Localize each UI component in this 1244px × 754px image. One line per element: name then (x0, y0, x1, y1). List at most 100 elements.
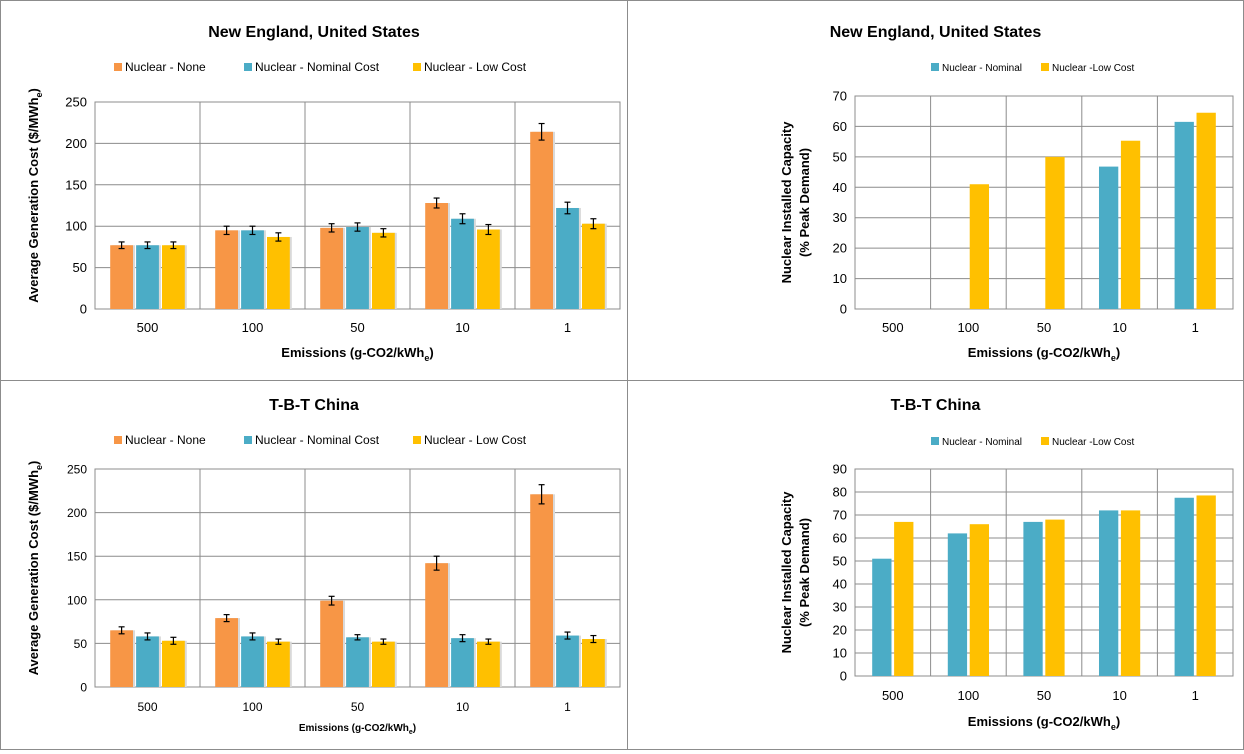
legend-swatch (244, 63, 252, 71)
x-tick-label: 50 (351, 700, 365, 714)
error-bar (538, 484, 545, 505)
y-tick-label: 100 (65, 219, 87, 234)
chart-title: T-B-T China (269, 397, 359, 414)
bar (1098, 166, 1119, 309)
y-tick-label: 0 (840, 669, 847, 684)
bar (969, 184, 990, 309)
bar (267, 236, 290, 309)
bar (162, 640, 185, 687)
plot-area (854, 468, 1234, 677)
bar (556, 635, 579, 687)
y-tick-label: 10 (833, 271, 847, 286)
error-bar (485, 223, 492, 236)
panel-ne-capacity: New England, United States Nuclear - Nomi… (627, 0, 1244, 381)
y-tick-label: 40 (833, 180, 847, 195)
legend-label: Nuclear - Nominal (942, 437, 1022, 448)
error-bar (275, 638, 282, 645)
bar (1023, 521, 1043, 676)
bar (346, 227, 369, 309)
legend-label: Nuclear - Low Cost (424, 60, 527, 74)
bar (582, 639, 605, 687)
legend-swatch (931, 437, 939, 445)
error-bar (354, 634, 361, 641)
y-axis-label: Nuclear Installed Capacity (779, 491, 794, 654)
bar (267, 641, 290, 687)
error-bar (170, 241, 177, 250)
x-tick-label: 500 (882, 688, 904, 703)
y-tick-label: 50 (833, 554, 847, 569)
y-tick-label: 250 (67, 463, 87, 477)
error-bar (223, 614, 230, 623)
bar (1120, 510, 1141, 676)
error-bar (170, 636, 177, 645)
y-tick-label: 20 (833, 623, 847, 638)
chart-ne-capacity: New England, United States Nuclear - Nomi… (779, 24, 1234, 363)
bar (1174, 121, 1194, 309)
error-bar (354, 222, 361, 232)
bar (136, 636, 159, 687)
legend-swatch (114, 436, 122, 444)
x-axis-label: Emissions (g-CO2/kWhe) (968, 345, 1120, 363)
legend-label: Nuclear -Low Cost (1052, 437, 1134, 448)
bar (451, 638, 474, 687)
bar (1174, 497, 1194, 676)
y-tick-label: 90 (833, 462, 847, 477)
y-tick-label: 30 (833, 210, 847, 225)
bar (582, 223, 605, 309)
y-tick-label: 200 (65, 136, 87, 151)
bar (346, 637, 369, 687)
chart-tbt-capacity: T-B-T China Nuclear - Nominal Nuclear -Low… (779, 397, 1234, 732)
bar (1045, 156, 1065, 309)
error-bar (459, 634, 466, 643)
error-bar (380, 638, 387, 645)
y-tick-label: 150 (67, 550, 87, 564)
error-bar (485, 638, 492, 645)
chart-ne-cost: New England, United States Nuclear - None… (26, 24, 621, 363)
error-bar (275, 232, 282, 242)
bar (425, 563, 448, 687)
bar (451, 218, 474, 309)
x-tick-label: 500 (882, 320, 904, 335)
legend-swatch (413, 436, 421, 444)
y-tick-label: 50 (833, 149, 847, 164)
x-tick-label: 100 (242, 700, 262, 714)
x-tick-label: 100 (242, 320, 264, 335)
y-tick-label: 50 (74, 637, 88, 651)
bar (530, 494, 553, 687)
error-bar (433, 197, 440, 209)
x-axis-label: Emissions (g-CO2/kWhe) (299, 723, 416, 736)
plot-area (854, 95, 1234, 310)
legend-label: Nuclear - None (125, 433, 206, 447)
x-axis-label: Emissions (g-CO2/kWhe) (281, 345, 433, 363)
error-bar (564, 631, 571, 640)
x-tick-label: 50 (350, 320, 364, 335)
y-tick-label: 150 (65, 177, 87, 192)
bar (320, 227, 343, 309)
y-axis-label: Average Generation Cost ($/MWhe) (26, 88, 44, 303)
bar (477, 229, 500, 309)
error-bar (249, 632, 256, 641)
bar (372, 232, 395, 309)
bar (872, 558, 892, 676)
bar (1196, 112, 1216, 309)
error-bar (144, 632, 151, 641)
x-tick-label: 1 (1192, 320, 1199, 335)
panel-tbt-cost: T-B-T China Nuclear - None Nuclear - Nomin… (0, 380, 628, 750)
bar (556, 207, 579, 309)
x-tick-label: 100 (958, 320, 980, 335)
x-tick-label: 10 (455, 320, 469, 335)
x-tick-label: 500 (137, 700, 157, 714)
error-bar (380, 228, 387, 238)
x-tick-label: 1 (1192, 688, 1199, 703)
chart-tbt-cost: T-B-T China Nuclear - None Nuclear - Nomin… (26, 397, 621, 736)
y-tick-label: 80 (833, 485, 847, 500)
bar (110, 245, 133, 309)
bar (241, 636, 264, 687)
y-tick-label: 60 (833, 119, 847, 134)
legend-label: Nuclear - Low Cost (424, 433, 527, 447)
error-bar (118, 241, 125, 250)
y-tick-label: 200 (67, 506, 87, 520)
y-axis-label: Average Generation Cost ($/MWhe) (26, 461, 44, 676)
bar (894, 521, 914, 676)
bar (162, 245, 185, 309)
